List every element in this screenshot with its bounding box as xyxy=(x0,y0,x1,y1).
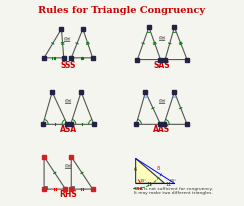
Text: SSS: SSS xyxy=(61,61,76,70)
Text: Rules for Triangle Congruency: Rules for Triangle Congruency xyxy=(39,6,205,15)
Text: SAS: SAS xyxy=(153,61,170,70)
Text: ≅: ≅ xyxy=(63,35,71,46)
Text: ≅: ≅ xyxy=(64,97,72,107)
Text: It may make two different triangles.: It may make two different triangles. xyxy=(134,191,213,195)
Text: AAS: AAS xyxy=(153,125,170,135)
Text: 11: 11 xyxy=(165,182,172,187)
Text: ≅: ≅ xyxy=(158,34,166,44)
Polygon shape xyxy=(136,158,164,183)
Text: SSA is not sufficient for congruency.: SSA is not sufficient for congruency. xyxy=(134,187,213,191)
Text: 6: 6 xyxy=(134,167,137,172)
Text: RHS: RHS xyxy=(60,190,77,199)
Text: SSA: SSA xyxy=(134,187,143,191)
Text: 33°: 33° xyxy=(140,179,147,183)
Text: ≅: ≅ xyxy=(158,97,166,107)
Text: 8: 8 xyxy=(157,166,160,171)
Text: 11: 11 xyxy=(146,182,153,187)
Text: 60°: 60° xyxy=(170,179,177,183)
Text: ASA: ASA xyxy=(60,125,77,135)
Text: ≅: ≅ xyxy=(64,162,72,172)
